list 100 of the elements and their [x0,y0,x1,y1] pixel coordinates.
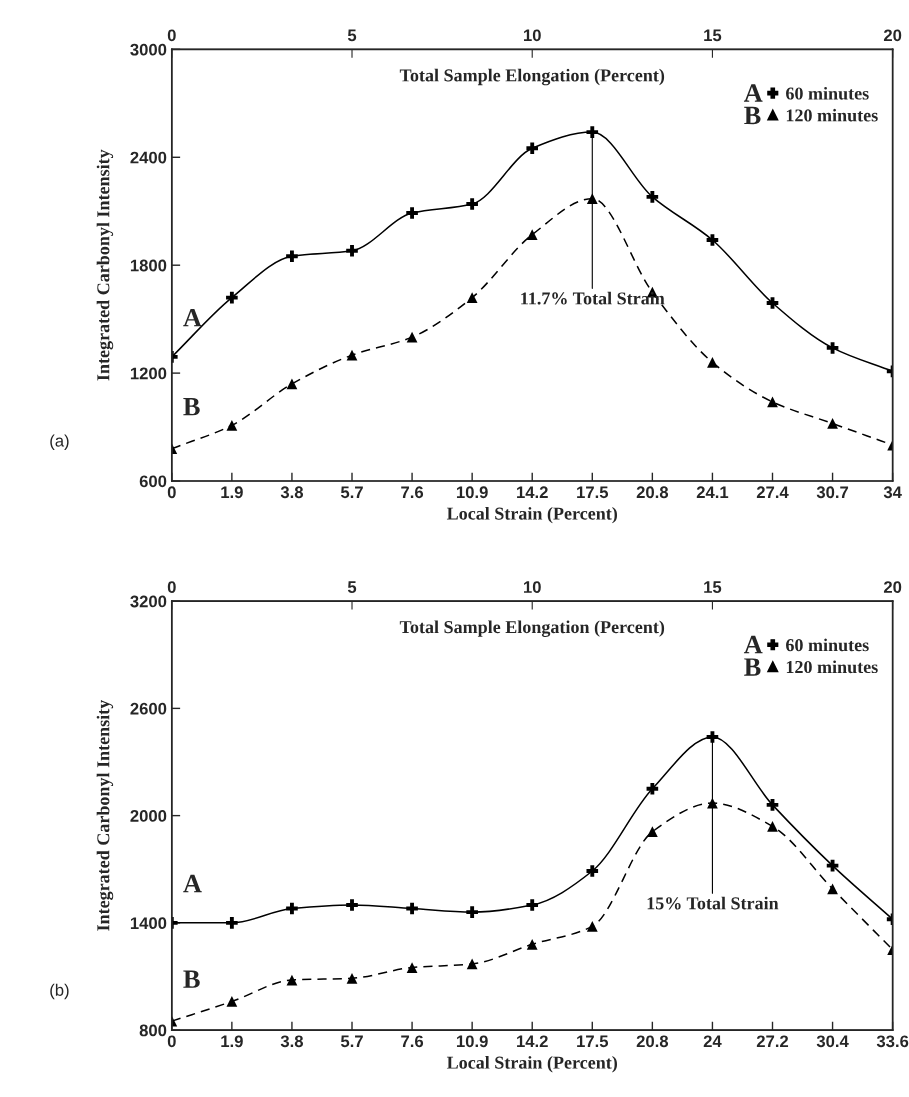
point [767,396,778,408]
point [286,378,298,390]
point [526,899,539,911]
legend-label: 60 minutes [786,86,869,100]
y-tick-label: 1800 [130,259,167,272]
x-axis-title: Local Strain (Percent) [446,506,618,524]
x-tick-label: 17.5 [577,486,609,499]
legend-label: 60 minutes [786,638,869,652]
x-tick-label: 14.2 [517,1035,548,1048]
point [346,899,358,911]
point [526,142,539,155]
x2-tick-label: 5 [347,581,357,593]
x2-tick-label: 0 [167,581,176,593]
x2-tick-label: 0 [167,29,176,42]
y-axis-title: Integrated Carbonyl Intensity [96,699,114,931]
point [466,906,478,918]
point [526,938,538,950]
x-tick-label: 24.1 [696,486,729,498]
point [226,917,238,929]
annotation: B [183,397,200,416]
x2-axis-title: Total Sample Elongation (Percent) [399,68,665,86]
x-tick-label: 5.7 [340,1035,363,1048]
x-axis-title: Local Strain (Percent) [446,1056,618,1073]
x2-tick-label: 10 [524,29,541,42]
x-tick-label: 33.6 [876,1035,909,1048]
point [406,331,418,343]
x2-tick-label: 15 [704,581,722,593]
point [286,974,298,986]
point [226,996,238,1007]
y-tick-label: 800 [139,1024,167,1037]
point [826,859,839,872]
y-tick-label: 1400 [130,917,167,930]
y-tick-label: 1200 [130,367,167,380]
point [767,820,778,832]
annotation: 15% Total Strain [647,896,779,910]
y-tick-label: 3000 [130,43,167,56]
annotation: B [744,106,761,125]
point [346,349,358,361]
point [586,921,598,932]
point [226,291,238,304]
point [646,191,659,203]
x2-tick-label: 20 [883,29,902,42]
x-tick-label: 7.6 [401,1035,424,1048]
x-tick-label: 30.7 [816,486,849,499]
point [406,207,418,219]
x-tick-label: 1.9 [221,1035,243,1048]
x-tick-label: 3.8 [280,486,304,499]
point [646,783,659,795]
annotation: B [183,970,200,988]
y-axis-title: Integrated Carbonyl Intensity [96,149,114,381]
text: (b) [50,983,69,1000]
x-tick-label: 30.4 [816,1035,849,1048]
x2-tick-label: 5 [347,29,357,42]
x-tick-label: 1.9 [221,486,243,499]
y-tick-label: 2000 [130,810,167,822]
y-tick-label: 2400 [130,151,167,164]
annotation: B [744,658,761,676]
point [586,865,599,877]
x2-tick-label: 15 [704,29,722,42]
legend-label: 120 minutes [786,660,878,674]
x-tick-label: 5.7 [340,486,363,499]
x-tick-label: 27.2 [756,1035,789,1048]
x-tick-label: 10.9 [456,486,488,499]
y-tick-label: 2600 [130,702,167,715]
x-tick-label: 34 [883,486,902,499]
point [586,126,599,138]
x2-tick-label: 20 [883,581,902,593]
y-tick-label: 3200 [130,595,167,608]
point [827,418,838,429]
point [286,250,298,263]
y-tick-label: 600 [139,475,167,488]
point [346,245,358,257]
text: (a) [50,434,69,450]
point [526,229,538,240]
point [707,356,718,368]
x-tick-label: 24 [703,1035,722,1048]
x-tick-label: 10.9 [456,1035,488,1048]
point [406,962,418,973]
point [827,883,838,895]
point [766,297,779,309]
x-tick-label: 14.2 [517,486,548,498]
point [706,234,719,246]
x-tick-label: 3.8 [280,1035,304,1048]
annotation: A [183,308,202,327]
point [706,731,719,743]
point [466,198,478,210]
annotation: A [743,635,763,654]
x-tick-label: 27.4 [756,486,789,498]
point [406,902,418,915]
x-tick-label: 20.8 [636,486,669,499]
point [286,902,298,915]
annotation: A [743,84,763,102]
x-tick-label: 17.5 [577,1035,609,1048]
x-tick-label: 0 [167,486,176,499]
x2-tick-label: 10 [524,581,541,593]
x2-axis-title: Total Sample Elongation (Percent) [399,620,665,637]
point [226,419,238,431]
point [466,292,478,303]
legend-label: 120 minutes [786,108,878,122]
x-tick-label: 20.8 [636,1035,669,1048]
